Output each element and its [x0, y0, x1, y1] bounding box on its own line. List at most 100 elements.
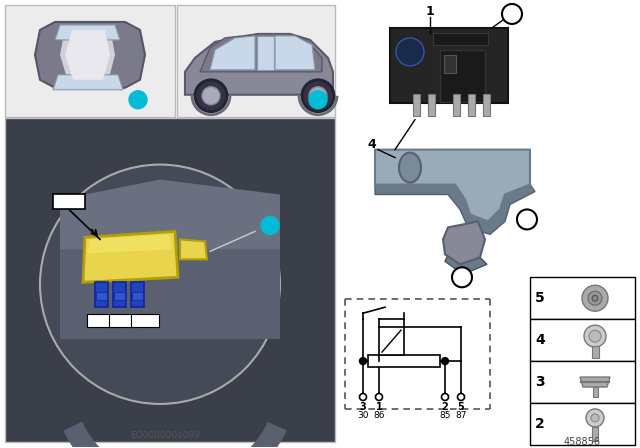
Polygon shape — [60, 28, 115, 82]
Circle shape — [592, 295, 598, 301]
Text: 458856: 458856 — [563, 437, 600, 447]
Bar — [530, 277, 635, 319]
Bar — [592, 427, 598, 441]
Bar — [368, 355, 440, 367]
Bar — [530, 361, 635, 403]
Circle shape — [502, 4, 522, 24]
Bar — [468, 94, 475, 116]
Text: 87: 87 — [455, 411, 467, 420]
Circle shape — [517, 210, 537, 229]
Polygon shape — [443, 221, 485, 264]
Circle shape — [442, 358, 449, 365]
Bar — [530, 403, 635, 445]
Text: 2: 2 — [523, 215, 531, 224]
Text: K5*1B: K5*1B — [88, 316, 114, 325]
Text: 5: 5 — [508, 9, 516, 19]
Text: Therm Relay: Therm Relay — [445, 36, 476, 41]
Circle shape — [588, 291, 602, 305]
Text: 2: 2 — [442, 402, 449, 412]
Polygon shape — [257, 36, 274, 70]
Bar — [132, 292, 143, 300]
Circle shape — [195, 80, 227, 112]
Bar — [5, 118, 335, 442]
Text: 1: 1 — [426, 5, 435, 18]
Circle shape — [442, 393, 449, 401]
Polygon shape — [580, 377, 610, 387]
Bar — [530, 319, 635, 361]
Text: 3: 3 — [535, 375, 545, 389]
Polygon shape — [65, 30, 110, 80]
Bar — [5, 5, 175, 116]
Polygon shape — [60, 180, 280, 250]
Circle shape — [302, 80, 334, 112]
Polygon shape — [88, 234, 172, 254]
Circle shape — [591, 414, 599, 422]
Text: 4: 4 — [535, 333, 545, 347]
Polygon shape — [210, 36, 255, 70]
Circle shape — [584, 325, 606, 347]
Bar — [131, 282, 144, 307]
Polygon shape — [83, 232, 178, 282]
Circle shape — [586, 409, 604, 427]
Polygon shape — [275, 36, 315, 70]
Bar — [593, 387, 598, 397]
Circle shape — [396, 38, 424, 66]
Circle shape — [360, 358, 367, 365]
Polygon shape — [180, 239, 207, 259]
Bar — [114, 292, 125, 300]
Text: 86: 86 — [373, 411, 385, 420]
Bar — [483, 94, 490, 116]
Circle shape — [376, 393, 383, 401]
Bar — [345, 299, 490, 409]
Polygon shape — [55, 25, 120, 40]
Circle shape — [309, 87, 327, 105]
Text: K5*3B: K5*3B — [110, 316, 136, 325]
Bar — [96, 292, 107, 300]
Text: Therm: Therm — [441, 35, 459, 40]
Text: 4: 4 — [367, 138, 376, 151]
Text: 85: 85 — [439, 411, 451, 420]
Text: 1: 1 — [315, 95, 321, 105]
Text: 5: 5 — [535, 291, 545, 305]
Polygon shape — [53, 75, 123, 90]
Polygon shape — [200, 34, 322, 72]
Polygon shape — [185, 34, 333, 95]
Bar — [433, 33, 488, 45]
Bar — [177, 5, 335, 116]
Circle shape — [582, 285, 608, 311]
Polygon shape — [375, 150, 530, 221]
Bar — [87, 314, 115, 327]
Bar — [591, 346, 598, 358]
Text: 3: 3 — [458, 272, 466, 282]
Bar — [413, 94, 420, 116]
Circle shape — [360, 393, 367, 401]
Bar — [109, 314, 137, 327]
Text: 5: 5 — [458, 402, 465, 412]
Bar — [113, 282, 126, 307]
Bar — [453, 94, 460, 116]
Bar — [444, 55, 456, 73]
Text: EO0000004099: EO0000004099 — [130, 431, 200, 440]
Text: K5: K5 — [61, 197, 77, 207]
Circle shape — [202, 87, 220, 105]
Circle shape — [309, 91, 327, 109]
Bar — [131, 314, 159, 327]
Circle shape — [589, 330, 601, 342]
Text: K5*4B: K5*4B — [132, 316, 158, 325]
Bar — [379, 327, 404, 355]
Text: 30: 30 — [357, 411, 369, 420]
Bar — [440, 50, 485, 102]
Polygon shape — [445, 254, 487, 274]
Ellipse shape — [399, 153, 421, 182]
Polygon shape — [35, 22, 145, 88]
Bar — [53, 194, 85, 210]
Bar — [390, 28, 508, 103]
Text: 1: 1 — [376, 402, 382, 412]
Circle shape — [452, 267, 472, 287]
Polygon shape — [60, 199, 280, 339]
Text: BMW: BMW — [403, 49, 417, 54]
Bar — [95, 282, 108, 307]
Bar — [428, 94, 435, 116]
Circle shape — [129, 91, 147, 109]
Text: 1: 1 — [267, 220, 273, 230]
